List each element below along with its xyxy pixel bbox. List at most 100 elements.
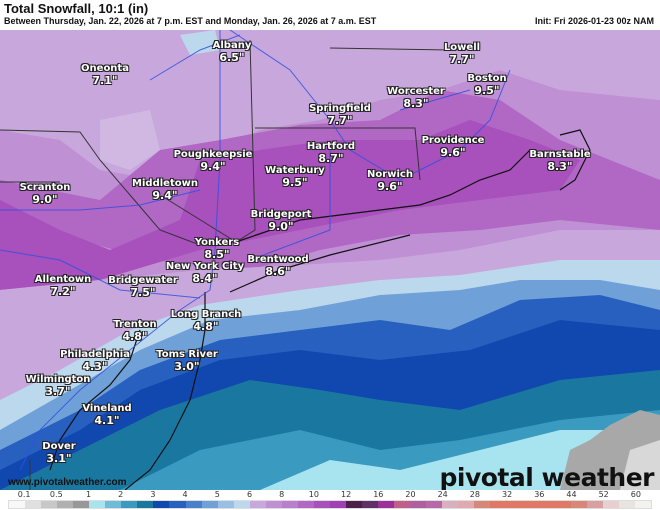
city-label-bridgeport: Bridgeport 9.0": [251, 209, 312, 233]
snowfall-value: 4.8": [193, 320, 219, 333]
city-name: Lowell: [443, 42, 481, 53]
snowfall-value: 8.3": [547, 160, 573, 173]
city-label-waterbury: Waterbury 9.5": [265, 165, 325, 189]
city-name: Dover: [42, 441, 76, 452]
colorbar-swatch: [378, 501, 395, 508]
colorbar-strip: [8, 500, 652, 509]
city-name: Barnstable: [529, 149, 591, 160]
city-label-toms-river: Toms River 3.0": [156, 349, 218, 373]
colorbar-swatch: [329, 501, 346, 508]
snowfall-value: 8.6": [265, 265, 291, 278]
colorbar-legend: 0.1 0.5 1 2 3 4 5 6 8 10 12 16 20 24 28 32 36 44 52 60: [0, 490, 660, 510]
colorbar-label: 44: [566, 490, 577, 499]
city-name: Poughkeepsie: [173, 149, 253, 160]
colorbar-swatch: [25, 501, 42, 508]
snowfall-value: 9.5": [474, 84, 500, 97]
cyan-band: [260, 430, 660, 490]
colorbar-swatch: [73, 501, 90, 508]
snowfall-value: 6.5": [219, 51, 245, 64]
colorbar-swatch: [185, 501, 202, 508]
city-label-trenton: Trenton 4.8": [113, 319, 156, 343]
colorbar-label: 6: [246, 490, 253, 499]
colorbar-swatch: [618, 501, 635, 508]
city-name: Vineland: [82, 403, 132, 414]
snowfall-value: 7.2": [50, 285, 76, 298]
city-name: Worcester: [387, 86, 445, 97]
colorbar-swatch: [217, 501, 234, 508]
colorbar-label: 5: [214, 490, 220, 499]
colorbar-label: 60: [630, 490, 641, 499]
city-label-yonkers: Yonkers 8.5": [195, 237, 239, 261]
city-label-albany: Albany 6.5": [213, 40, 252, 64]
city-label-philadelphia: Philadelphia 4.3": [60, 349, 130, 373]
colorbar-swatch: [121, 501, 138, 508]
colorbar-label: 28: [469, 490, 480, 499]
city-label-poughkeepsie: Poughkeepsie 9.4": [174, 149, 253, 173]
snowfall-value: 9.6": [377, 180, 403, 193]
colorbar-swatch: [506, 501, 523, 508]
city-name: Albany: [212, 40, 252, 51]
colorbar-swatch: [105, 501, 122, 508]
snowfall-value: 7.7": [449, 53, 475, 66]
city-name: Springfield: [309, 103, 371, 114]
highways: [0, 30, 511, 471]
city-label-springfield: Springfield 7.7": [309, 103, 371, 127]
snowfall-contours: [0, 30, 660, 490]
city-name: Scranton: [19, 182, 71, 193]
snowfall-value: 8.5": [204, 248, 230, 261]
city-label-bridgewater: Bridgewater 7.5": [108, 275, 178, 299]
colorbar-swatch: [410, 501, 427, 508]
snowfall-value: 8.4": [192, 272, 218, 285]
city-name: Toms River: [156, 349, 218, 360]
pivotal-weather-logo: pivotal weather: [439, 463, 655, 490]
city-name: Hartford: [306, 141, 356, 152]
snowfall-value: 9.4": [200, 160, 226, 173]
city-label-middletown: Middletown 9.4": [132, 178, 198, 202]
snowfall-value: 7.1": [92, 74, 118, 87]
snowfall-value: 9.5": [282, 176, 308, 189]
city-label-barnstable: Barnstable 8.3": [529, 149, 590, 173]
city-label-lowell: Lowell 7.7": [444, 42, 480, 66]
colorbar-swatch: [394, 501, 411, 508]
colorbar-swatch: [490, 501, 507, 508]
snowfall-value: 4.1": [94, 414, 120, 427]
light-lavender-north: [0, 30, 660, 180]
city-name: Philadelphia: [60, 349, 130, 360]
city-label-dover: Dover 3.1": [42, 441, 75, 465]
colorbar-swatch: [89, 501, 106, 508]
coastline: [49, 129, 591, 490]
colorbar-label: 36: [534, 490, 545, 499]
colorbar-label: 3: [150, 490, 156, 499]
snowfall-value: 9.6": [440, 146, 466, 159]
colorbar-swatch: [570, 501, 587, 508]
colorbar-swatch: [345, 501, 363, 508]
city-name: Waterbury: [265, 165, 325, 176]
colorbar-swatch: [169, 501, 186, 508]
snowfall-value: 8.7": [318, 152, 344, 165]
colorbar-swatch: [634, 501, 651, 508]
colorbar-swatch: [458, 501, 475, 508]
snowfall-value: 3.7": [45, 385, 71, 398]
colorbar-swatch: [522, 501, 539, 508]
city-label-long-branch: Long Branch 4.8": [171, 309, 241, 333]
city-name: Long Branch: [170, 309, 242, 320]
snowfall-value: 7.7": [327, 114, 353, 127]
city-name: Brentwood: [247, 254, 309, 265]
city-name: Allentown: [34, 274, 92, 285]
colorbar-label: 24: [437, 490, 448, 499]
colorbar-label: 52: [598, 490, 609, 499]
valid-period: Between Thursday, Jan. 22, 2026 at 7 p.m…: [4, 16, 377, 26]
pale-area-oneonta: [100, 110, 160, 170]
city-name: Middletown: [132, 178, 198, 189]
city-name: Yonkers: [194, 237, 240, 248]
colorbar-swatch: [281, 501, 298, 508]
colorbar-swatch: [297, 501, 314, 508]
colorbar-label: 12: [341, 490, 352, 499]
colorbar-swatch: [41, 501, 58, 508]
city-name: Norwich: [367, 169, 413, 180]
state-borders: [0, 39, 451, 490]
snowfall-value: 8.3": [403, 97, 429, 110]
colorbar-swatch: [233, 501, 250, 508]
colorbar-swatch: [362, 501, 379, 508]
snowfall-value: 9.0": [32, 193, 58, 206]
